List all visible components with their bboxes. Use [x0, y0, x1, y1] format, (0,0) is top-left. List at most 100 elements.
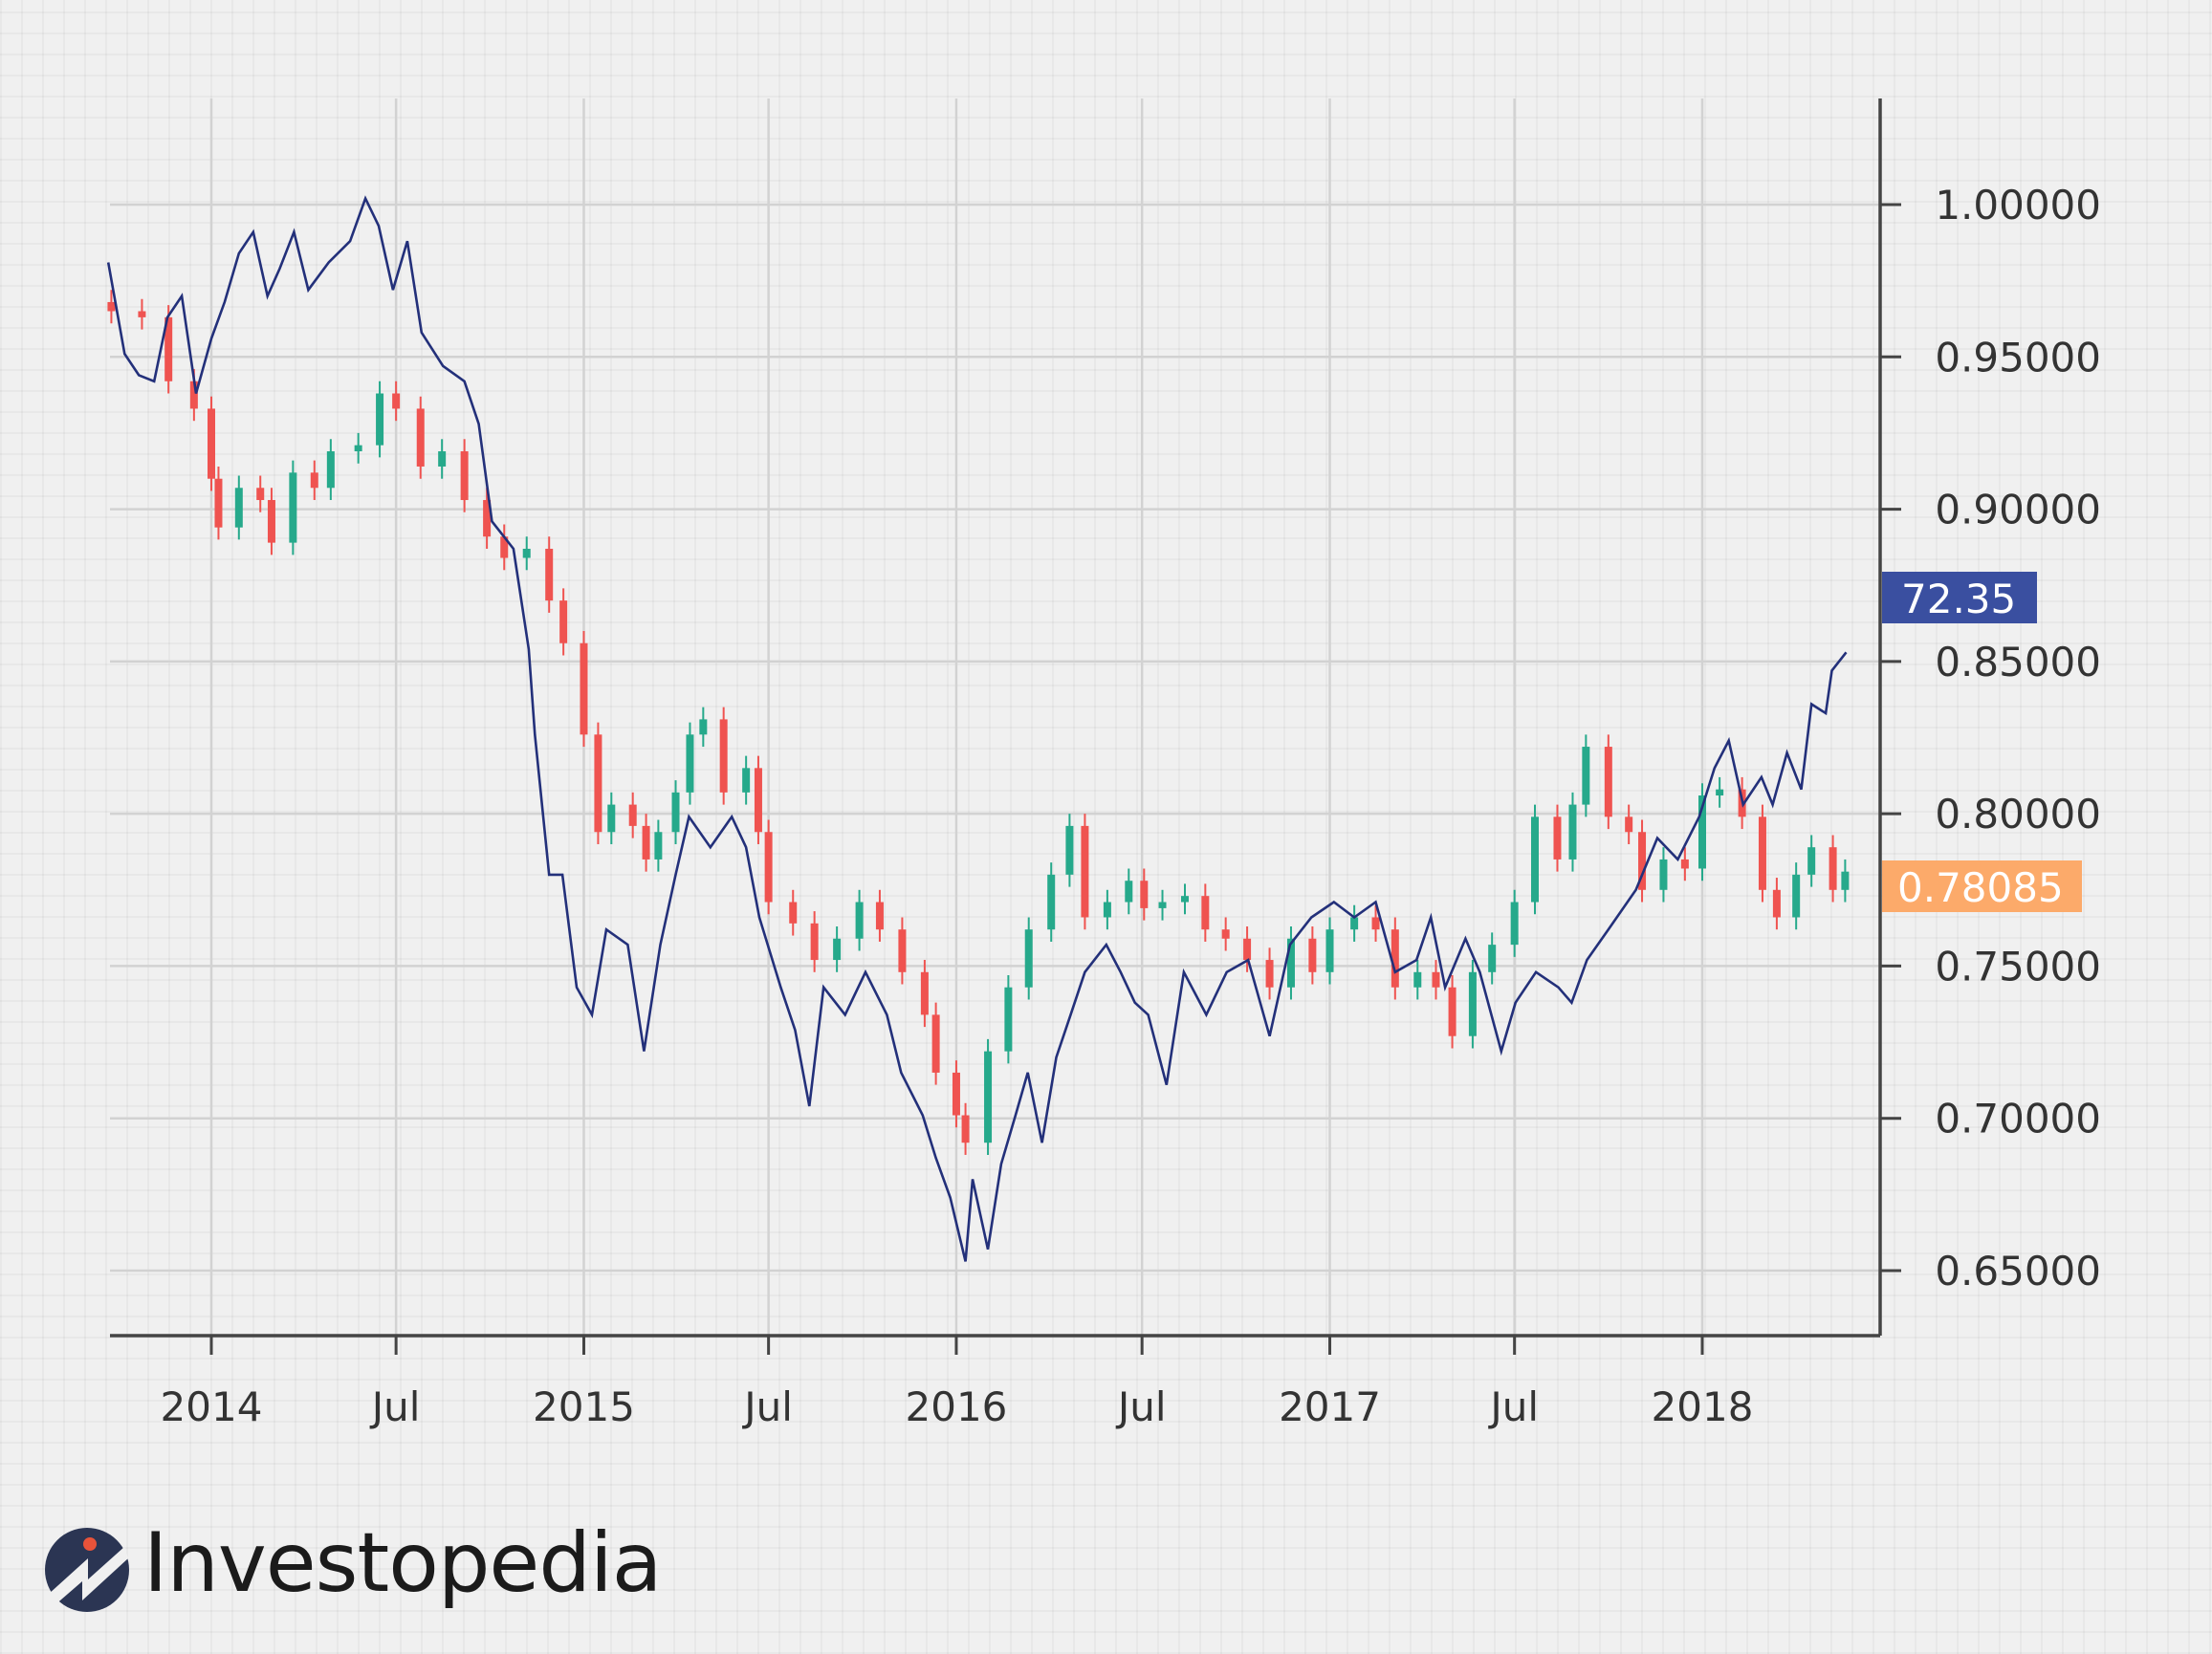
candle-body [310, 472, 318, 489]
candle-body [699, 719, 708, 735]
candle-body [686, 734, 694, 793]
candle-body [1553, 816, 1562, 860]
candle-body [1140, 881, 1149, 908]
candle-last-value: 0.78085 [1897, 864, 2064, 911]
investopedia-logo-icon [45, 1528, 129, 1612]
candle-body [628, 804, 637, 826]
candle-body [1103, 902, 1111, 918]
x-tick-label: 2014 [161, 1383, 263, 1430]
candle-body [754, 768, 762, 833]
y-tick-label: 0.65000 [1935, 1248, 2101, 1295]
candle-body [559, 600, 568, 643]
candle-body [214, 478, 223, 528]
candle-body [607, 804, 616, 833]
candle-body [1432, 971, 1440, 988]
candle-body [833, 938, 842, 961]
x-tick-label: 2016 [906, 1383, 1008, 1430]
line-series [106, 195, 1848, 1262]
candlestick-series [107, 290, 1850, 1155]
candle-body [1047, 874, 1056, 930]
line-last-value-badge [1882, 572, 2037, 623]
y-tick-label: 0.90000 [1935, 487, 2101, 533]
candle-body [1716, 789, 1724, 796]
y-tick-label: 1.00000 [1935, 182, 2101, 229]
candle-body [594, 734, 602, 833]
candle-body [1698, 795, 1706, 869]
candle-body [1180, 896, 1189, 903]
candle-body [522, 548, 531, 558]
y-tick-label: 0.95000 [1935, 334, 2101, 381]
candle-body [1081, 825, 1089, 918]
candle-body [1265, 960, 1274, 988]
candle-body [1829, 847, 1837, 890]
candle-last-value-badge [1882, 860, 2082, 912]
candle-body [545, 548, 554, 601]
candle-body [580, 642, 588, 735]
candle-body [1004, 987, 1013, 1052]
candle-body [875, 902, 884, 930]
candle-body [1308, 938, 1317, 972]
candle-body [107, 301, 116, 312]
candle-body [256, 488, 265, 501]
candle-body [1582, 747, 1590, 805]
candle-body [855, 902, 864, 939]
candle-body [1758, 816, 1766, 890]
candle-body [1350, 917, 1359, 930]
x-tick-label: 2015 [533, 1383, 635, 1430]
candle-body [1772, 889, 1781, 918]
y-tick-label: 0.80000 [1935, 791, 2101, 838]
candle-body [208, 408, 215, 479]
candle-body [1201, 896, 1210, 930]
candle-body [1125, 881, 1133, 903]
candle-body [500, 536, 509, 558]
candle-body [289, 472, 297, 543]
candle-body [1638, 832, 1647, 890]
candle-body [392, 393, 401, 409]
candle-body [1448, 987, 1456, 1036]
candle-body [189, 381, 198, 409]
candle-body [920, 971, 929, 1015]
candle-body [654, 832, 663, 860]
candle-body [267, 500, 275, 543]
candle-body [789, 902, 798, 924]
candle-body [1413, 971, 1422, 988]
candle-body [354, 445, 362, 452]
candle-body [810, 923, 819, 961]
candle-body [671, 792, 680, 833]
candle-body [1221, 929, 1230, 939]
line-last-value: 72.35 [1901, 576, 2016, 622]
candle-body [1625, 816, 1633, 833]
candle-body [1841, 871, 1850, 890]
candle-body [164, 316, 173, 381]
gridlines [110, 98, 1880, 1336]
candle-body [642, 825, 650, 860]
candle-body [931, 1014, 940, 1073]
candle-body [1371, 917, 1380, 930]
candle-body [1468, 971, 1477, 1036]
x-tick-label: 2017 [1279, 1383, 1381, 1430]
candle-body [1510, 902, 1519, 946]
last-value-badges: 72.35 0.78085 [1882, 572, 2082, 912]
candle-body [416, 408, 425, 467]
candle-body [898, 929, 907, 972]
candle-body [764, 832, 773, 903]
candle-body [952, 1072, 960, 1116]
x-tick-label: Jul [369, 1383, 421, 1430]
candle-body [1158, 902, 1167, 908]
y-tick-label: 0.85000 [1935, 639, 2101, 686]
candle-body [984, 1051, 993, 1143]
brand-wordmark: Investopedia [143, 1515, 662, 1611]
candle-body [1488, 945, 1497, 972]
candle-body [742, 768, 751, 793]
y-tick-label: 0.70000 [1935, 1096, 2101, 1143]
candle-body [326, 451, 335, 489]
x-tick-label: Jul [741, 1383, 793, 1430]
candle-body [234, 488, 243, 528]
candle-body [1243, 938, 1252, 961]
x-tick-label: Jul [1487, 1383, 1539, 1430]
candle-body [460, 451, 469, 501]
candle-body [376, 393, 384, 446]
x-tick-label: Jul [1115, 1383, 1167, 1430]
candle-body [1024, 929, 1033, 988]
